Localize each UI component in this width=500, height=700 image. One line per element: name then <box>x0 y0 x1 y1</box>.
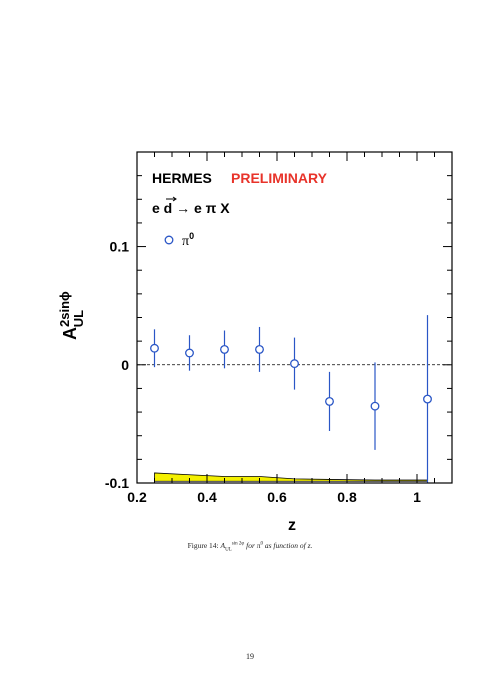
data-point <box>255 344 264 354</box>
x-tick-label: 0.2 <box>127 489 147 505</box>
data-point <box>185 348 194 358</box>
data-point <box>423 394 432 404</box>
x-tick-label: 0.8 <box>337 489 357 505</box>
x-tick-label: 0.6 <box>267 489 287 505</box>
data-point <box>325 396 334 406</box>
caption-symbol: A <box>220 541 226 550</box>
y-tick-label: 0 <box>121 357 129 373</box>
title-preliminary: PRELIMINARY <box>231 170 328 186</box>
axis-ticks: 0.2 0.4 0.6 0.8 1 0.1 0 -0.1 <box>105 151 453 505</box>
data-point <box>370 401 380 411</box>
x-tick-label: 0.4 <box>197 489 217 505</box>
title-hermes: HERMES <box>152 170 212 186</box>
caption-subscript: UL <box>225 547 232 553</box>
y-tick-label: -0.1 <box>105 475 129 491</box>
legend-marker <box>164 235 174 245</box>
data-point <box>150 343 159 353</box>
x-tick-label: 1 <box>413 489 421 505</box>
legend: π0 <box>164 231 194 249</box>
data-point <box>290 359 299 369</box>
caption-text-end: as function of z. <box>263 541 313 550</box>
vector-arrow-icon <box>166 196 177 202</box>
reaction-label: e d → e π X <box>152 196 230 216</box>
figure-caption: Figure 14: AULsin 2φ for π0 as function … <box>0 541 500 553</box>
axis-labels: HERMES PRELIMINARY e d → e π X π0 z A2si… <box>57 170 328 534</box>
x-axis-label: z <box>288 517 296 534</box>
legend-label: π0 <box>182 231 194 249</box>
data-point <box>220 344 229 354</box>
reaction-text: e d → e π X <box>152 200 230 216</box>
systematic-band <box>154 472 428 482</box>
caption-text-sup: 0 <box>260 541 264 547</box>
caption-prefix: Figure 14: <box>187 541 221 550</box>
y-tick-label: 0.1 <box>110 239 130 255</box>
page-number: 19 <box>246 652 254 661</box>
caption-superscript: sin 2φ <box>231 541 245 547</box>
y-axis-label: A2sinϕUL <box>57 291 86 340</box>
caption-text-mid: for π <box>244 541 261 550</box>
